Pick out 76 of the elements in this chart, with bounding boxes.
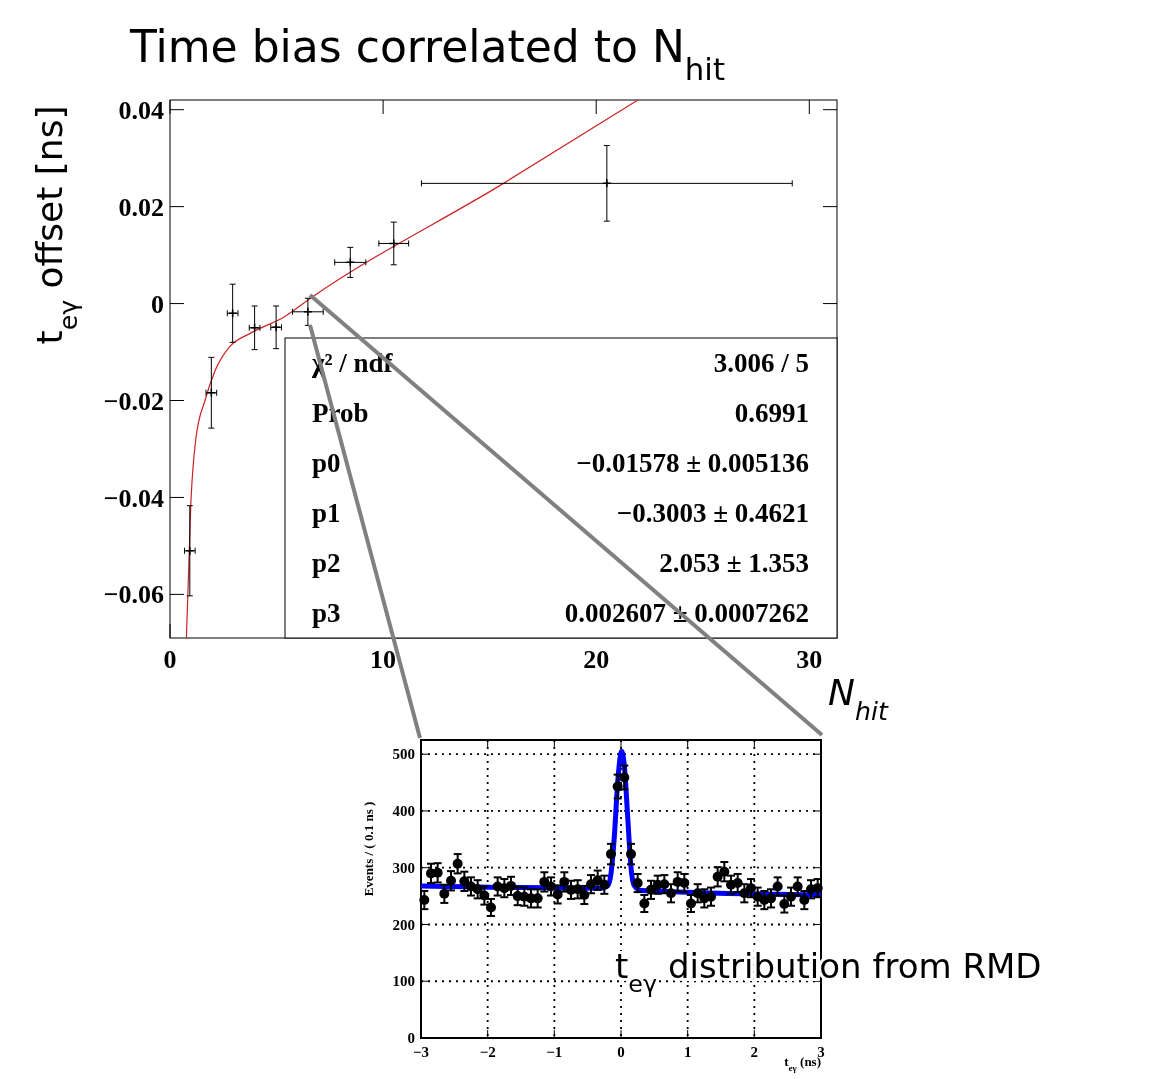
point: [486, 902, 496, 913]
y-tick-label: −0.04: [103, 483, 164, 513]
point: [812, 883, 823, 894]
point: [546, 881, 556, 892]
x-tick-label: −3: [412, 1044, 430, 1060]
annotation: −0.3003 ± 0.4621: [616, 498, 809, 529]
y-tick-label: 500: [392, 746, 415, 763]
point: [303, 307, 313, 317]
x-tick-label: 10: [370, 645, 397, 674]
point: [619, 772, 630, 783]
y-tick-label: 0.02: [118, 192, 164, 222]
point: [786, 891, 796, 902]
y-tick-label: 300: [392, 859, 415, 876]
annotation: p0: [312, 448, 341, 479]
point: [602, 178, 612, 189]
point: [559, 876, 570, 887]
point: [666, 888, 676, 899]
point: [472, 884, 483, 895]
point: [446, 875, 456, 886]
point: [599, 879, 610, 890]
annotation: 2.053 ± 1.353: [659, 548, 809, 579]
point: [706, 891, 716, 902]
point: [779, 899, 790, 910]
point: [659, 879, 670, 890]
point: [639, 898, 650, 909]
annotation: p3: [312, 598, 341, 629]
annotation: p2: [312, 548, 341, 579]
x-tick-label: 2: [750, 1044, 759, 1060]
point: [632, 878, 643, 889]
y-tick-label: −0.02: [103, 386, 164, 416]
y-axis-title: Events / ( 0.1 ns ): [361, 801, 376, 897]
point: [679, 878, 690, 889]
point: [766, 893, 776, 904]
x-tick-label: −2: [479, 1044, 496, 1060]
x-tick-label: 1: [683, 1044, 692, 1060]
annotation: −0.01578 ± 0.005136: [576, 448, 809, 479]
point: [432, 867, 443, 878]
annotation: 0.6991: [734, 398, 809, 429]
annotation: 3.006 / 5: [713, 348, 809, 379]
point: [626, 849, 636, 860]
point: [452, 858, 463, 869]
x-tick-label: 20: [583, 645, 610, 674]
point: [579, 889, 590, 900]
point: [732, 878, 743, 889]
point: [686, 898, 696, 909]
y-tick-label: 400: [392, 803, 415, 820]
point: [692, 888, 703, 899]
x-axis-title: N$_{hit}$: [828, 672, 889, 726]
point: [772, 881, 783, 892]
point: [612, 781, 623, 792]
y-tick-label: −0.06: [103, 580, 164, 610]
point: [739, 888, 750, 899]
point: [539, 876, 550, 887]
x-tick-label: −1: [546, 1044, 563, 1060]
point: [719, 866, 730, 877]
point: [479, 890, 490, 901]
point: [712, 871, 723, 882]
y-tick-label: 0: [407, 1030, 415, 1047]
point: [799, 895, 810, 906]
y-tick-label: 0: [151, 289, 164, 319]
y-tick-label: 200: [392, 916, 415, 933]
point: [646, 884, 656, 895]
chart-title: Time bias correlated to N$_{hit}$: [129, 21, 725, 87]
point: [419, 895, 430, 906]
point: [592, 875, 603, 886]
point: [792, 881, 803, 892]
annotation: p1: [312, 498, 341, 529]
x-tick-label: 0: [617, 1044, 625, 1060]
point: [506, 880, 516, 891]
y-tick-label: 100: [392, 973, 415, 990]
y-tick-label: 0.04: [118, 95, 164, 125]
point: [389, 238, 399, 249]
point: [439, 888, 450, 899]
x-tick-label: 30: [796, 645, 823, 674]
point: [606, 849, 616, 860]
point: [746, 883, 756, 894]
